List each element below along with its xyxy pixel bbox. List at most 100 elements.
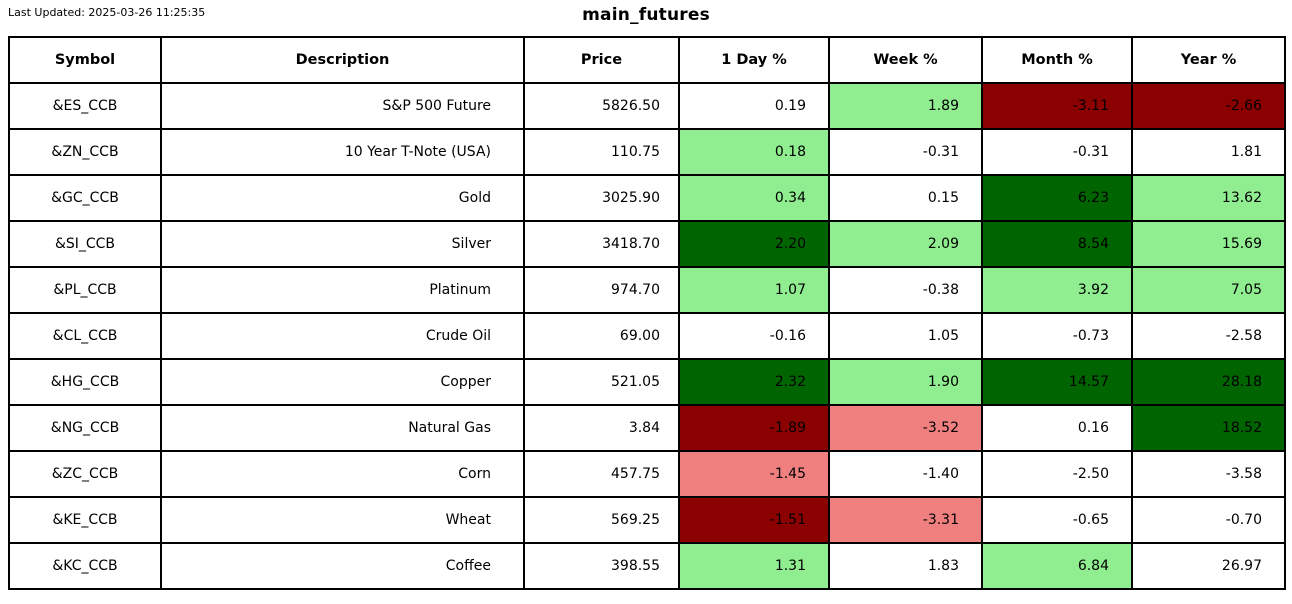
week-pct-cell: -3.52 [828, 404, 983, 452]
day-pct-cell: -1.89 [678, 404, 830, 452]
table-row: &ZN_CCB 10 Year T-Note (USA) 110.75 0.18… [8, 128, 1286, 176]
month-pct-cell: 14.57 [981, 358, 1133, 406]
year-pct-cell: 7.05 [1131, 266, 1286, 314]
page-header: Last Updated: 2025-03-26 11:25:35 main_f… [0, 0, 1292, 36]
month-pct-cell: -0.65 [981, 496, 1133, 544]
week-pct-cell: -0.38 [828, 266, 983, 314]
month-pct-cell: 8.54 [981, 220, 1133, 268]
col-header-week-pct: Week % [828, 36, 983, 84]
description-cell: S&P 500 Future [160, 82, 525, 130]
symbol-cell: &GC_CCB [8, 174, 162, 222]
day-pct-cell: -1.51 [678, 496, 830, 544]
price-cell: 3025.90 [523, 174, 680, 222]
table-row: &HG_CCB Copper 521.05 2.32 1.90 14.57 28… [8, 358, 1286, 406]
description-cell: Copper [160, 358, 525, 406]
table-row: &KC_CCB Coffee 398.55 1.31 1.83 6.84 26.… [8, 542, 1286, 590]
day-pct-cell: 1.07 [678, 266, 830, 314]
year-pct-cell: -2.58 [1131, 312, 1286, 360]
description-cell: Silver [160, 220, 525, 268]
col-header-year-pct: Year % [1131, 36, 1286, 84]
day-pct-cell: 0.18 [678, 128, 830, 176]
week-pct-cell: 2.09 [828, 220, 983, 268]
week-pct-cell: 1.89 [828, 82, 983, 130]
year-pct-cell: 26.97 [1131, 542, 1286, 590]
month-pct-cell: -0.73 [981, 312, 1133, 360]
month-pct-cell: 0.16 [981, 404, 1133, 452]
day-pct-cell: -1.45 [678, 450, 830, 498]
price-cell: 110.75 [523, 128, 680, 176]
year-pct-cell: 28.18 [1131, 358, 1286, 406]
description-cell: Gold [160, 174, 525, 222]
week-pct-cell: -3.31 [828, 496, 983, 544]
day-pct-cell: 1.31 [678, 542, 830, 590]
table-header-row: Symbol Description Price 1 Day % Week % … [8, 36, 1286, 84]
table-row: &ES_CCB S&P 500 Future 5826.50 0.19 1.89… [8, 82, 1286, 130]
day-pct-cell: 2.20 [678, 220, 830, 268]
table-row: &GC_CCB Gold 3025.90 0.34 0.15 6.23 13.6… [8, 174, 1286, 222]
day-pct-cell: 0.34 [678, 174, 830, 222]
col-header-description: Description [160, 36, 525, 84]
table-row: &SI_CCB Silver 3418.70 2.20 2.09 8.54 15… [8, 220, 1286, 268]
month-pct-cell: -0.31 [981, 128, 1133, 176]
year-pct-cell: 18.52 [1131, 404, 1286, 452]
description-cell: Platinum [160, 266, 525, 314]
symbol-cell: &HG_CCB [8, 358, 162, 406]
description-cell: 10 Year T-Note (USA) [160, 128, 525, 176]
week-pct-cell: 1.83 [828, 542, 983, 590]
year-pct-cell: 15.69 [1131, 220, 1286, 268]
week-pct-cell: -1.40 [828, 450, 983, 498]
month-pct-cell: 6.84 [981, 542, 1133, 590]
price-cell: 569.25 [523, 496, 680, 544]
page-title: main_futures [582, 5, 710, 25]
day-pct-cell: 2.32 [678, 358, 830, 406]
description-cell: Natural Gas [160, 404, 525, 452]
last-updated-timestamp: Last Updated: 2025-03-26 11:25:35 [8, 6, 206, 19]
col-header-price: Price [523, 36, 680, 84]
symbol-cell: &ZC_CCB [8, 450, 162, 498]
price-cell: 3418.70 [523, 220, 680, 268]
year-pct-cell: -3.58 [1131, 450, 1286, 498]
price-cell: 3.84 [523, 404, 680, 452]
table-row: &CL_CCB Crude Oil 69.00 -0.16 1.05 -0.73… [8, 312, 1286, 360]
table-row: &NG_CCB Natural Gas 3.84 -1.89 -3.52 0.1… [8, 404, 1286, 452]
col-header-month-pct: Month % [981, 36, 1133, 84]
price-cell: 69.00 [523, 312, 680, 360]
month-pct-cell: 6.23 [981, 174, 1133, 222]
symbol-cell: &KC_CCB [8, 542, 162, 590]
symbol-cell: &SI_CCB [8, 220, 162, 268]
year-pct-cell: 13.62 [1131, 174, 1286, 222]
table-row: &PL_CCB Platinum 974.70 1.07 -0.38 3.92 … [8, 266, 1286, 314]
col-header-day-pct: 1 Day % [678, 36, 830, 84]
description-cell: Corn [160, 450, 525, 498]
symbol-cell: &PL_CCB [8, 266, 162, 314]
price-cell: 457.75 [523, 450, 680, 498]
week-pct-cell: -0.31 [828, 128, 983, 176]
day-pct-cell: -0.16 [678, 312, 830, 360]
month-pct-cell: -3.11 [981, 82, 1133, 130]
symbol-cell: &NG_CCB [8, 404, 162, 452]
month-pct-cell: 3.92 [981, 266, 1133, 314]
table-row: &ZC_CCB Corn 457.75 -1.45 -1.40 -2.50 -3… [8, 450, 1286, 498]
day-pct-cell: 0.19 [678, 82, 830, 130]
description-cell: Coffee [160, 542, 525, 590]
week-pct-cell: 0.15 [828, 174, 983, 222]
year-pct-cell: -2.66 [1131, 82, 1286, 130]
week-pct-cell: 1.05 [828, 312, 983, 360]
year-pct-cell: -0.70 [1131, 496, 1286, 544]
table-row: &KE_CCB Wheat 569.25 -1.51 -3.31 -0.65 -… [8, 496, 1286, 544]
price-cell: 5826.50 [523, 82, 680, 130]
futures-table: Symbol Description Price 1 Day % Week % … [8, 36, 1286, 590]
year-pct-cell: 1.81 [1131, 128, 1286, 176]
description-cell: Crude Oil [160, 312, 525, 360]
col-header-symbol: Symbol [8, 36, 162, 84]
price-cell: 521.05 [523, 358, 680, 406]
month-pct-cell: -2.50 [981, 450, 1133, 498]
symbol-cell: &KE_CCB [8, 496, 162, 544]
symbol-cell: &ZN_CCB [8, 128, 162, 176]
price-cell: 398.55 [523, 542, 680, 590]
symbol-cell: &ES_CCB [8, 82, 162, 130]
description-cell: Wheat [160, 496, 525, 544]
symbol-cell: &CL_CCB [8, 312, 162, 360]
price-cell: 974.70 [523, 266, 680, 314]
week-pct-cell: 1.90 [828, 358, 983, 406]
